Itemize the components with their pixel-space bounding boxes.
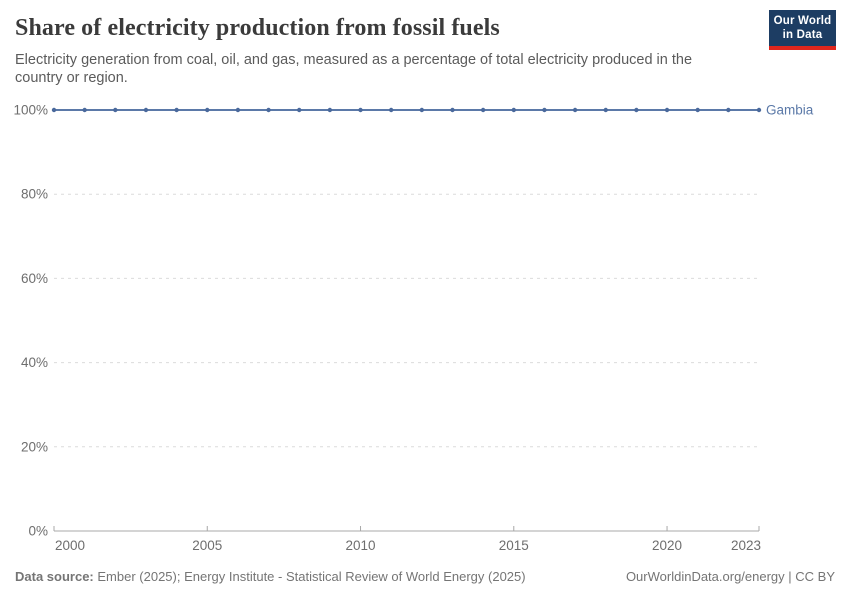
data-point[interactable] bbox=[664, 107, 670, 113]
x-tick-label: 2015 bbox=[499, 538, 529, 553]
data-point[interactable] bbox=[695, 107, 700, 113]
chart-footer: Data source: Ember (2025); Energy Instit… bbox=[15, 569, 835, 584]
data-point[interactable] bbox=[51, 107, 57, 113]
data-point[interactable] bbox=[205, 107, 210, 113]
logo-line1: Our World bbox=[773, 15, 832, 27]
owid-logo[interactable]: Our World in Data bbox=[769, 10, 836, 50]
owid-license-link[interactable]: OurWorldinData.org/energy | CC BY bbox=[625, 569, 835, 584]
data-source-label: Data source: bbox=[15, 569, 94, 584]
x-tick-label: 2010 bbox=[345, 538, 375, 553]
data-point[interactable] bbox=[634, 107, 639, 113]
data-point[interactable] bbox=[480, 107, 486, 113]
x-tick-label: 2000 bbox=[55, 538, 85, 553]
data-point[interactable] bbox=[174, 107, 179, 113]
x-tick-label: 2023 bbox=[731, 538, 761, 553]
y-tick-label: 40% bbox=[21, 355, 48, 370]
data-point[interactable] bbox=[726, 107, 731, 113]
data-point[interactable] bbox=[113, 107, 118, 113]
data-point[interactable] bbox=[143, 107, 149, 113]
y-tick-label: 100% bbox=[13, 103, 48, 118]
y-tick-label: 20% bbox=[21, 439, 48, 454]
data-source: Data source: Ember (2025); Energy Instit… bbox=[15, 569, 526, 584]
data-point[interactable] bbox=[266, 107, 271, 113]
x-tick-label: 2020 bbox=[652, 538, 682, 553]
data-point[interactable] bbox=[756, 107, 762, 113]
x-tick-label: 2005 bbox=[192, 538, 222, 553]
y-tick-label: 0% bbox=[28, 524, 48, 539]
page-title: Share of electricity production from fos… bbox=[15, 15, 500, 41]
data-point[interactable] bbox=[450, 107, 455, 113]
data-point[interactable] bbox=[235, 107, 241, 113]
data-source-value: Ember (2025); Energy Institute - Statist… bbox=[97, 569, 526, 584]
data-point[interactable] bbox=[603, 107, 608, 113]
data-point[interactable] bbox=[511, 107, 516, 113]
y-tick-label: 60% bbox=[21, 271, 48, 286]
data-point[interactable] bbox=[82, 107, 87, 113]
data-point[interactable] bbox=[297, 107, 302, 113]
data-point[interactable] bbox=[572, 107, 578, 113]
data-point[interactable] bbox=[358, 107, 363, 113]
chart-subtitle: Electricity generation from coal, oil, a… bbox=[15, 52, 693, 86]
data-point[interactable] bbox=[327, 107, 333, 113]
data-point[interactable] bbox=[542, 107, 547, 113]
y-tick-label: 80% bbox=[21, 187, 48, 202]
logo-line2: in Data bbox=[782, 28, 823, 41]
data-point[interactable] bbox=[388, 107, 394, 113]
data-point[interactable] bbox=[419, 107, 425, 113]
series-label[interactable]: Gambia bbox=[766, 103, 814, 118]
